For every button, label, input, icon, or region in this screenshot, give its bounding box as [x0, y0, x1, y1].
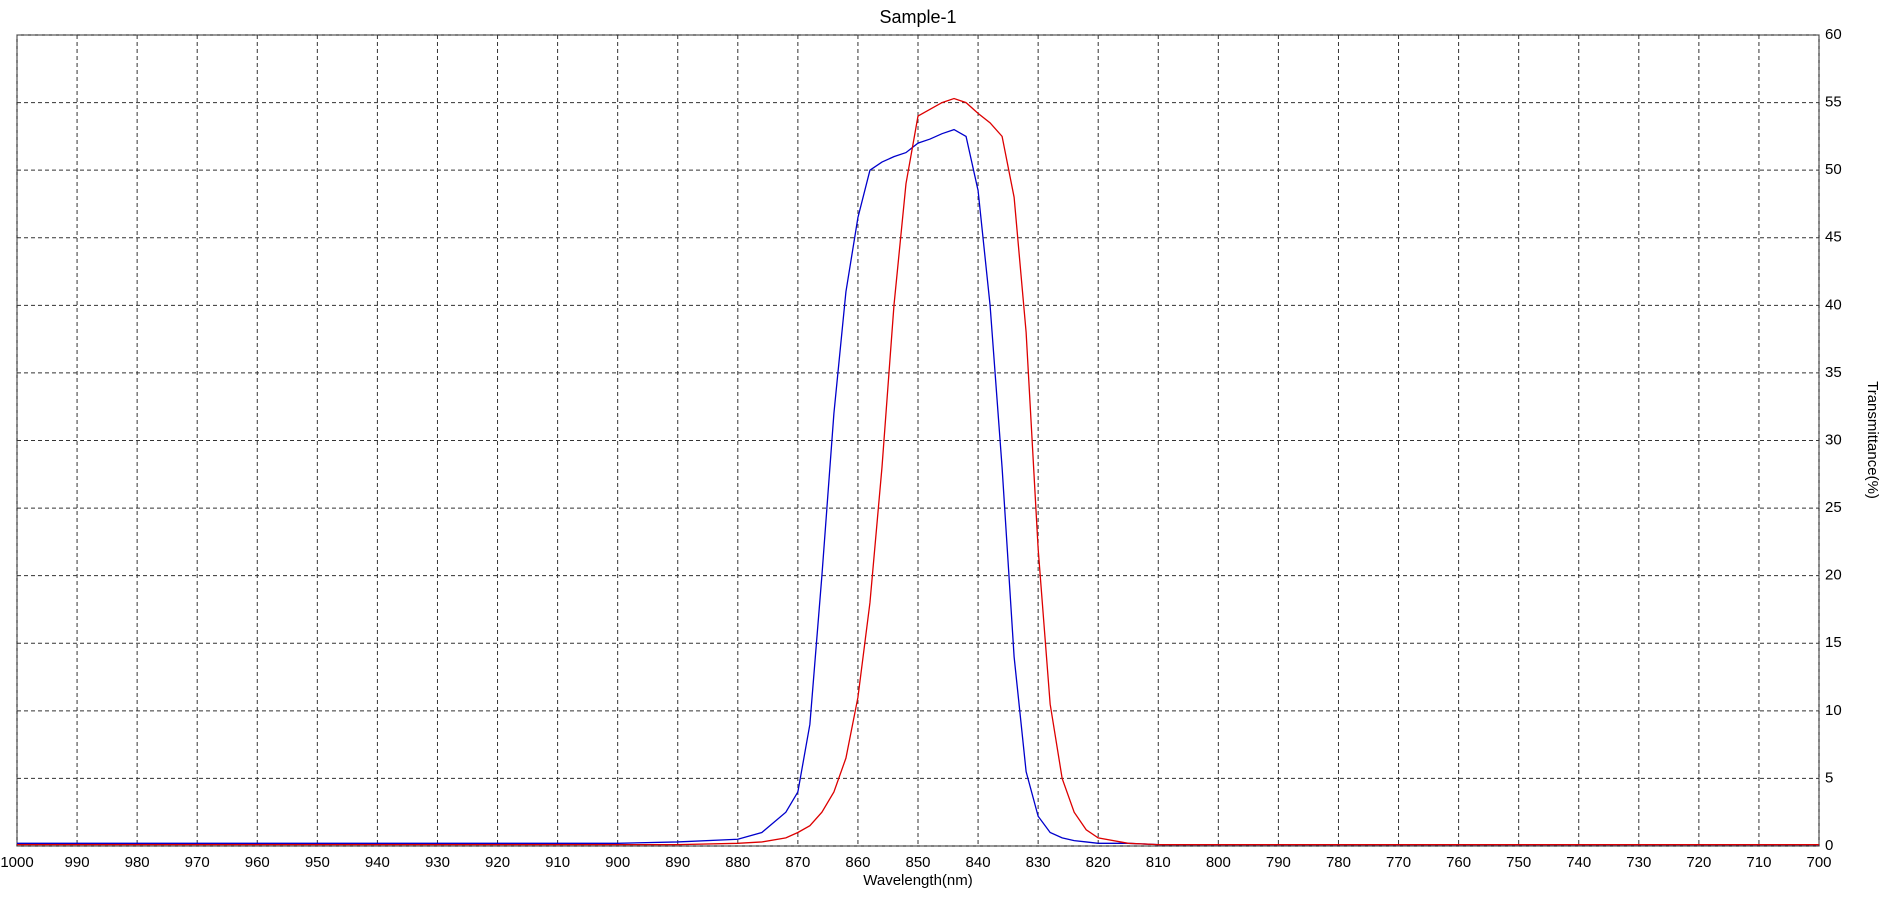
x-tick-label: 750 [1506, 854, 1531, 871]
chart-title: Sample-1 [879, 7, 956, 27]
y-tick-label: 10 [1825, 702, 1842, 719]
x-tick-label: 830 [1026, 854, 1051, 871]
series-line [17, 128, 1819, 846]
x-tick-label: 950 [305, 854, 330, 871]
y-tick-label: 15 [1825, 634, 1842, 651]
x-tick-label: 710 [1746, 854, 1771, 871]
x-tick-label: 820 [1086, 854, 1111, 871]
y-tick-label: 0 [1825, 837, 1833, 854]
y-tick-label: 40 [1825, 296, 1842, 313]
x-tick-label: 800 [1206, 854, 1231, 871]
x-tick-label: 900 [605, 854, 630, 871]
y-tick-label: 35 [1825, 364, 1842, 381]
x-tick-label: 970 [185, 854, 210, 871]
x-tick-label: 980 [125, 854, 150, 871]
y-tick-label: 45 [1825, 229, 1842, 246]
x-tick-label: 720 [1686, 854, 1711, 871]
x-tick-label: 840 [966, 854, 991, 871]
x-tick-label: 810 [1146, 854, 1171, 871]
y-tick-label: 20 [1825, 567, 1842, 584]
x-tick-label: 760 [1446, 854, 1471, 871]
x-tick-label: 770 [1386, 854, 1411, 871]
x-tick-label: 790 [1266, 854, 1291, 871]
y-tick-label: 5 [1825, 769, 1833, 786]
x-tick-label: 730 [1626, 854, 1651, 871]
x-tick-label: 880 [725, 854, 750, 871]
x-axis-label: Wavelength(nm) [863, 872, 972, 889]
y-tick-label: 55 [1825, 94, 1842, 111]
x-tick-label: 860 [845, 854, 870, 871]
x-tick-label: 940 [365, 854, 390, 871]
x-tick-label: 890 [665, 854, 690, 871]
x-tick-label: 990 [65, 854, 90, 871]
y-axis-label: Transmittance(%) [1864, 381, 1881, 499]
x-tick-label: 780 [1326, 854, 1351, 871]
x-tick-label: 960 [245, 854, 270, 871]
x-tick-label: 740 [1566, 854, 1591, 871]
y-tick-label: 50 [1825, 161, 1842, 178]
x-tick-label: 1000 [0, 854, 33, 871]
x-tick-label: 850 [905, 854, 930, 871]
x-tick-label: 920 [485, 854, 510, 871]
series-line [17, 97, 1819, 846]
x-tick-label: 870 [785, 854, 810, 871]
x-tick-label: 930 [425, 854, 450, 871]
y-tick-label: 30 [1825, 431, 1842, 448]
x-tick-label: 910 [545, 854, 570, 871]
y-tick-label: 60 [1825, 26, 1842, 43]
x-tick-label: 700 [1806, 854, 1831, 871]
y-tick-label: 25 [1825, 499, 1842, 516]
